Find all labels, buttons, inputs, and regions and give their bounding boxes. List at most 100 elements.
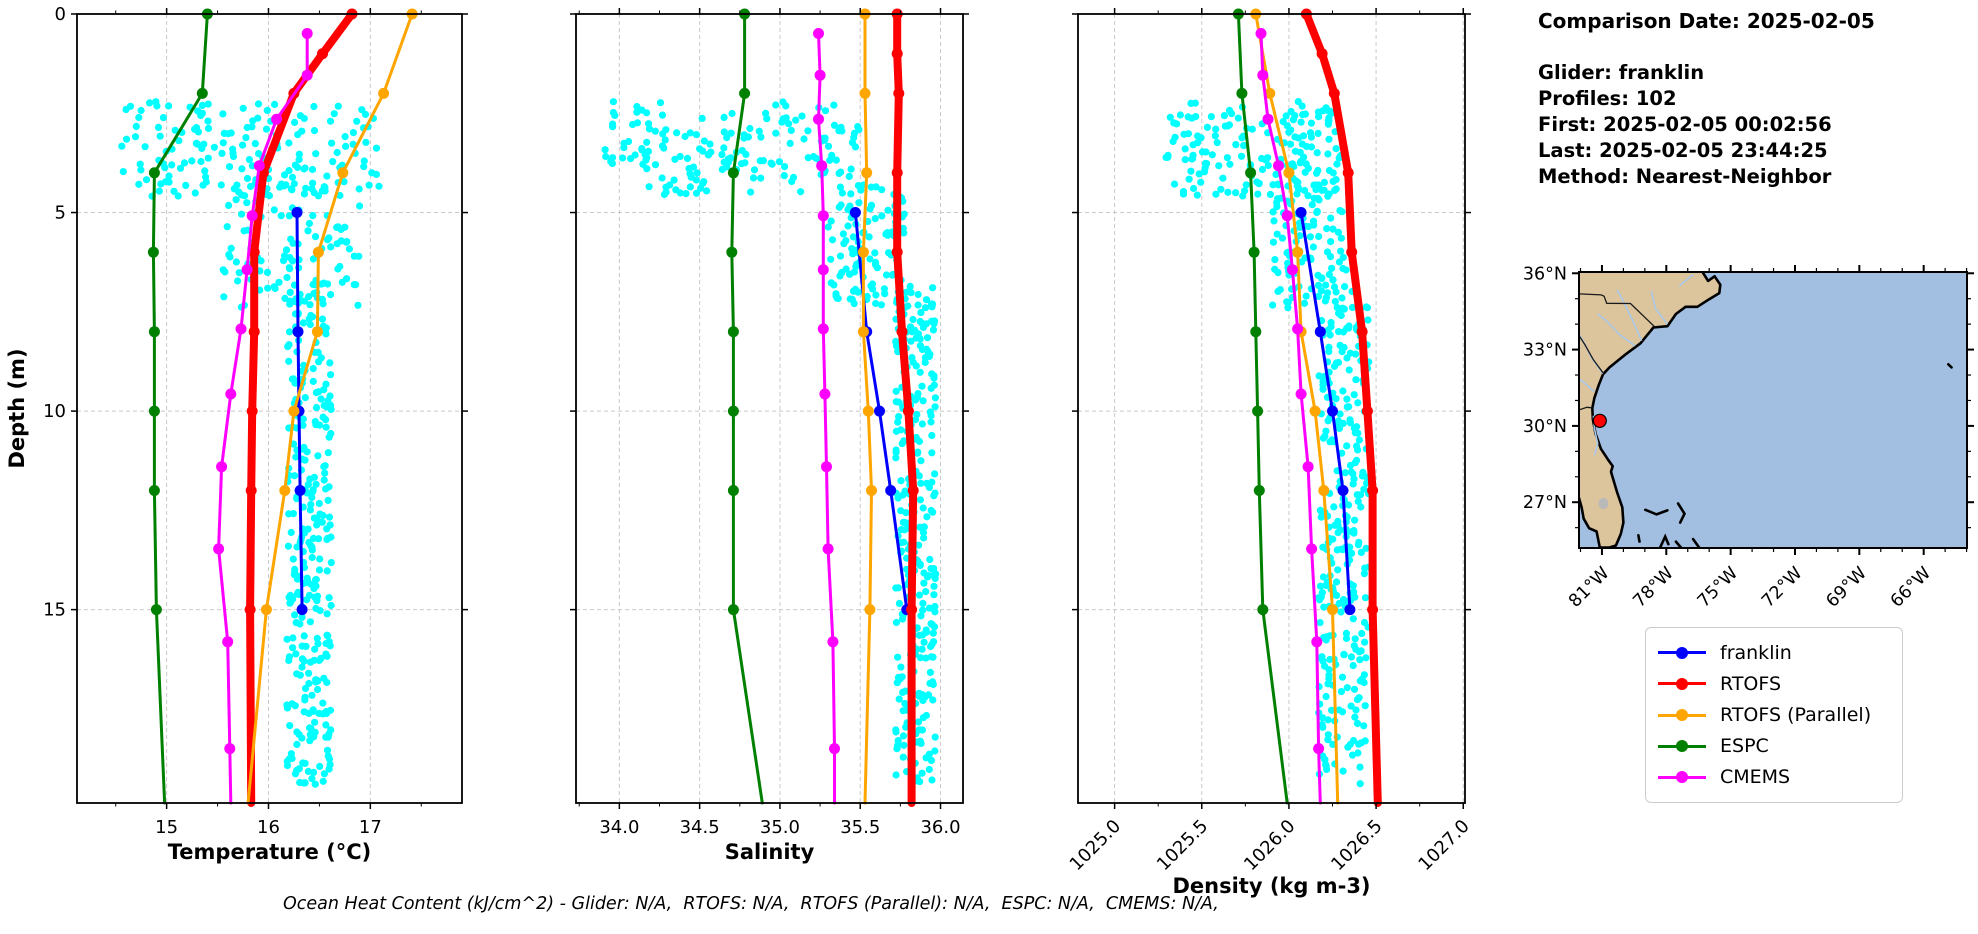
profile-marker — [337, 167, 349, 179]
glider-scatter-point — [299, 319, 307, 327]
glider-scatter-point — [327, 401, 335, 409]
glider-scatter-point — [1333, 160, 1341, 168]
glider-scatter-point — [192, 139, 200, 147]
profile-marker — [821, 461, 832, 473]
glider-scatter-point — [898, 440, 906, 448]
glider-scatter-point — [219, 110, 227, 118]
profile-marker — [891, 48, 903, 60]
glider-scatter-point — [243, 174, 252, 183]
glider-scatter-point — [325, 638, 333, 646]
profile-marker — [213, 543, 225, 555]
temperature-line-espc — [147, 8, 213, 805]
glider-scatter-point — [1338, 348, 1346, 356]
glider-scatter-point — [671, 155, 679, 163]
glider-scatter-point — [292, 453, 300, 461]
glider-scatter-point — [1339, 253, 1347, 261]
profile-marker — [857, 326, 869, 338]
glider-scatter-point — [1203, 123, 1211, 131]
glider-scatter-point — [310, 189, 318, 197]
glider-scatter-point — [306, 618, 314, 626]
glider-scatter-point — [180, 159, 189, 167]
glider-scatter-point — [1361, 638, 1369, 646]
glider-scatter-point — [706, 140, 714, 148]
glider-scatter-point — [323, 652, 331, 660]
glider-scatter-point — [893, 679, 901, 687]
glider-scatter-point — [242, 134, 250, 142]
glider-scatter-point — [836, 272, 844, 280]
glider-scatter-point — [291, 379, 299, 387]
salinity-axes-box — [575, 13, 964, 804]
glider-scatter-point — [1345, 501, 1353, 509]
glider-scatter-point — [1361, 702, 1369, 710]
glider-scatter-point — [1327, 238, 1335, 246]
glider-scatter-point — [1224, 188, 1232, 196]
glider-scatter-point — [919, 606, 927, 614]
x-tick-label: 16 — [257, 817, 280, 838]
glider-scatter-point — [892, 387, 900, 395]
glider-scatter-point — [720, 113, 728, 121]
profile-marker — [1257, 69, 1269, 81]
glider-scatter-point — [175, 137, 183, 145]
glider-scatter-point — [925, 604, 934, 612]
glider-scatter-point — [931, 608, 939, 616]
glider-scatter-point — [240, 227, 248, 235]
glider-scatter-point — [290, 571, 298, 579]
profile-marker — [1311, 636, 1323, 648]
glider-scatter-point — [919, 696, 927, 705]
glider-scatter-point — [285, 212, 293, 220]
glider-scatter-point — [899, 224, 907, 232]
glider-scatter-point — [1291, 133, 1299, 141]
map-lat-tick-label: 36°N — [1523, 264, 1567, 284]
glider-scatter-point — [922, 628, 931, 636]
glider-scatter-point — [682, 190, 690, 198]
glider-scatter-point — [693, 169, 701, 177]
glider-scatter-point — [309, 486, 317, 494]
profile-marker — [1286, 264, 1298, 276]
glider-scatter-point — [329, 158, 337, 166]
glider-scatter-point — [170, 187, 178, 195]
glider-scatter-point — [918, 420, 927, 428]
profile-marker — [1346, 246, 1358, 258]
glider-scatter-point — [372, 170, 380, 178]
glider-scatter-point — [750, 166, 759, 174]
glider-scatter-point — [670, 176, 678, 184]
glider-scatter-point — [1217, 185, 1225, 193]
glider-scatter-point — [1184, 130, 1192, 138]
glider-scatter-point — [1307, 119, 1315, 127]
glider-scatter-point — [299, 421, 307, 429]
glider-scatter-point — [1357, 503, 1365, 511]
glider-scatter-point — [204, 100, 212, 108]
profile-marker — [1367, 604, 1379, 616]
glider-scatter-point — [830, 121, 839, 129]
glider-scatter-point — [845, 172, 853, 180]
glider-scatter-point — [782, 102, 790, 110]
profile-marker — [196, 87, 208, 99]
glider-scatter-point — [917, 309, 925, 317]
glider-scatter-point — [900, 741, 908, 749]
glider-scatter-point — [1300, 153, 1308, 161]
glider-scatter-point — [901, 699, 909, 708]
profile-marker — [1361, 405, 1373, 417]
glider-scatter-point — [308, 553, 316, 562]
glider-scatter-point — [304, 227, 312, 235]
x-tick-label: 1025.0 — [1066, 816, 1125, 875]
glider-scatter-point — [292, 619, 300, 627]
profile-marker — [816, 160, 828, 172]
glider-scatter-point — [327, 601, 335, 610]
glider-scatter-point — [165, 102, 173, 110]
profile-marker — [241, 264, 253, 276]
glider-scatter-point — [1335, 328, 1343, 336]
profile-marker — [222, 636, 234, 648]
profile-marker — [1313, 743, 1325, 755]
glider-scatter-point — [929, 284, 937, 292]
glider-scatter-point — [872, 291, 880, 299]
profile-marker — [1257, 604, 1269, 616]
glider-scatter-point — [1333, 591, 1341, 600]
glider-scatter-point — [1238, 134, 1246, 142]
glider-scatter-point — [285, 656, 293, 665]
glider-scatter-point — [878, 212, 886, 220]
glider-scatter-point — [296, 778, 304, 787]
glider-scatter-point — [333, 148, 341, 157]
glider-scatter-point — [1343, 395, 1351, 403]
glider-scatter-point — [306, 301, 314, 309]
